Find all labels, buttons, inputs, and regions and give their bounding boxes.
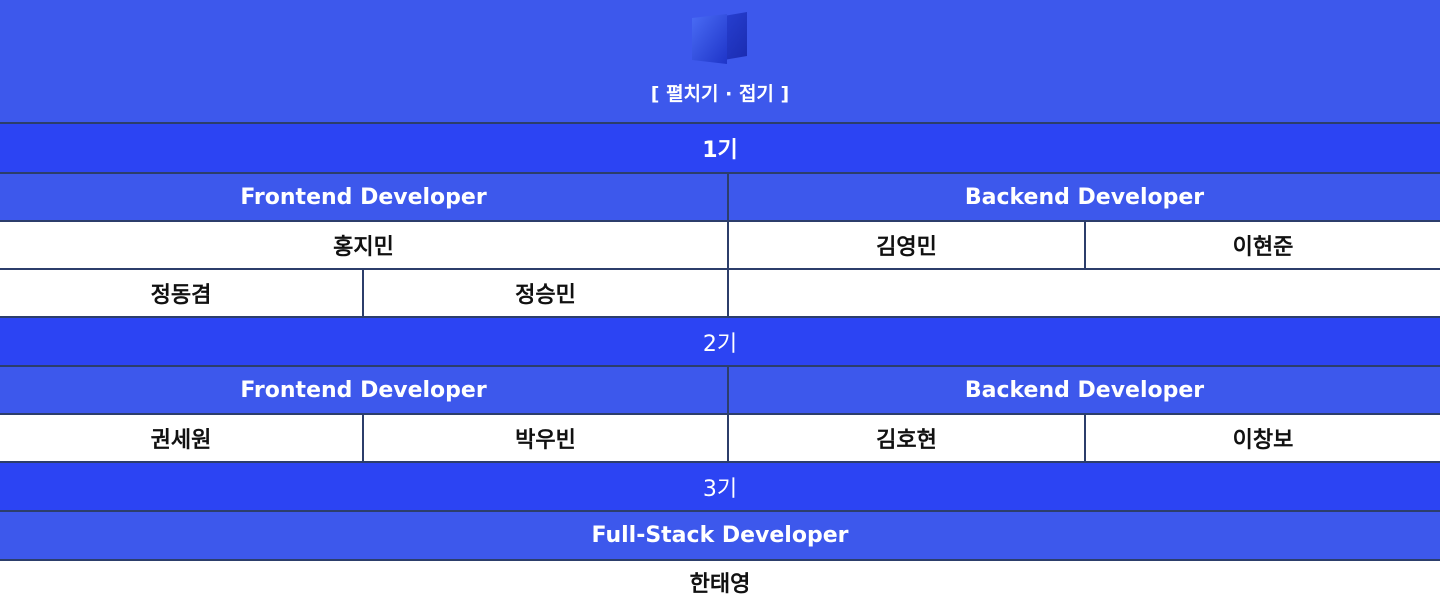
generation-2-members: 권세원 박우빈 김호현 이창보 [0, 415, 1440, 463]
empty-cell [727, 270, 1440, 318]
generation-3-members: 한태영 [0, 561, 1440, 603]
member-cell: 홍지민 [0, 222, 727, 270]
expand-collapse-toggle[interactable]: [ 펼치기 · 접기 ] [650, 83, 790, 105]
header: [ 펼치기 · 접기 ] [0, 0, 1440, 124]
member-cell: 권세원 [0, 415, 362, 463]
generation-label[interactable]: 3기 [0, 463, 1440, 512]
member-cell: 정동겸 [0, 270, 362, 318]
role-backend: Backend Developer [727, 367, 1440, 415]
cube-logo-icon [692, 12, 747, 64]
generation-label[interactable]: 1기 [0, 124, 1440, 174]
generation-1-roles: Frontend Developer Backend Developer [0, 174, 1440, 222]
generation-1-members-row2: 정동겸 정승민 [0, 270, 1440, 318]
role-backend: Backend Developer [727, 174, 1440, 222]
member-cell: 김영민 [727, 222, 1084, 270]
generation-2-header[interactable]: 2기 [0, 318, 1440, 367]
member-cell: 정승민 [362, 270, 727, 318]
generation-2-roles: Frontend Developer Backend Developer [0, 367, 1440, 415]
member-cell: 이창보 [1084, 415, 1440, 463]
generation-label[interactable]: 2기 [0, 318, 1440, 367]
role-fullstack: Full-Stack Developer [0, 512, 1440, 561]
member-cell: 박우빈 [362, 415, 727, 463]
generation-3-roles: Full-Stack Developer [0, 512, 1440, 561]
generation-1-header[interactable]: 1기 [0, 124, 1440, 174]
member-cell: 이현준 [1084, 222, 1440, 270]
generation-3-header[interactable]: 3기 [0, 463, 1440, 512]
member-cell: 한태영 [0, 561, 1440, 603]
role-frontend: Frontend Developer [0, 367, 727, 415]
member-cell: 김호현 [727, 415, 1084, 463]
role-frontend: Frontend Developer [0, 174, 727, 222]
generation-1-members-row1: 홍지민 김영민 이현준 [0, 222, 1440, 270]
